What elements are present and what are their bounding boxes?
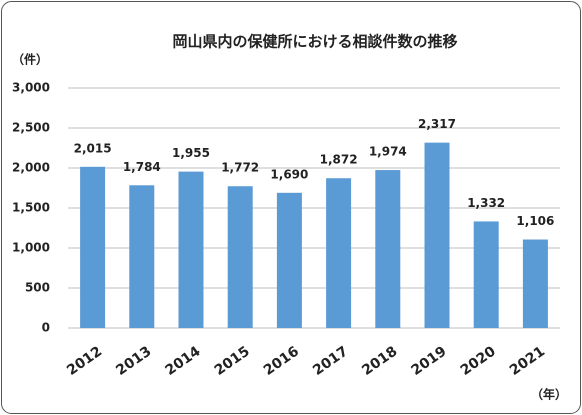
bar bbox=[227, 186, 253, 328]
bar bbox=[522, 239, 548, 328]
data-label: 1,106 bbox=[516, 214, 554, 228]
bar bbox=[473, 221, 499, 328]
y-tick-label: 0 bbox=[42, 321, 50, 335]
y-tick-label: 1,500 bbox=[12, 201, 50, 215]
bar bbox=[80, 166, 106, 328]
chart-title: 岡山県内の保健所における相談件数の推移 bbox=[172, 33, 457, 51]
data-label: 1,872 bbox=[320, 153, 358, 167]
y-tick-label: 1,000 bbox=[12, 241, 50, 255]
bar bbox=[129, 185, 155, 328]
bar bbox=[424, 142, 450, 328]
y-tick-label: 3,000 bbox=[12, 81, 50, 95]
data-label: 1,690 bbox=[270, 167, 308, 181]
bar bbox=[276, 192, 302, 328]
bar bbox=[326, 178, 352, 328]
data-label: 1,784 bbox=[123, 160, 161, 174]
data-label: 2,015 bbox=[74, 141, 112, 155]
y-axis-label: （件） bbox=[12, 52, 48, 67]
data-label: 1,974 bbox=[369, 145, 407, 159]
data-label: 1,772 bbox=[221, 161, 259, 175]
data-label: 1,955 bbox=[172, 146, 210, 160]
bar bbox=[178, 171, 204, 328]
x-axis-label: （年） bbox=[531, 387, 567, 402]
y-tick-label: 2,000 bbox=[12, 161, 50, 175]
y-tick-label: 2,500 bbox=[12, 121, 50, 135]
y-tick-label: 500 bbox=[25, 281, 50, 295]
data-label: 2,317 bbox=[418, 117, 456, 131]
bar bbox=[375, 170, 401, 328]
data-label: 1,332 bbox=[467, 196, 505, 210]
